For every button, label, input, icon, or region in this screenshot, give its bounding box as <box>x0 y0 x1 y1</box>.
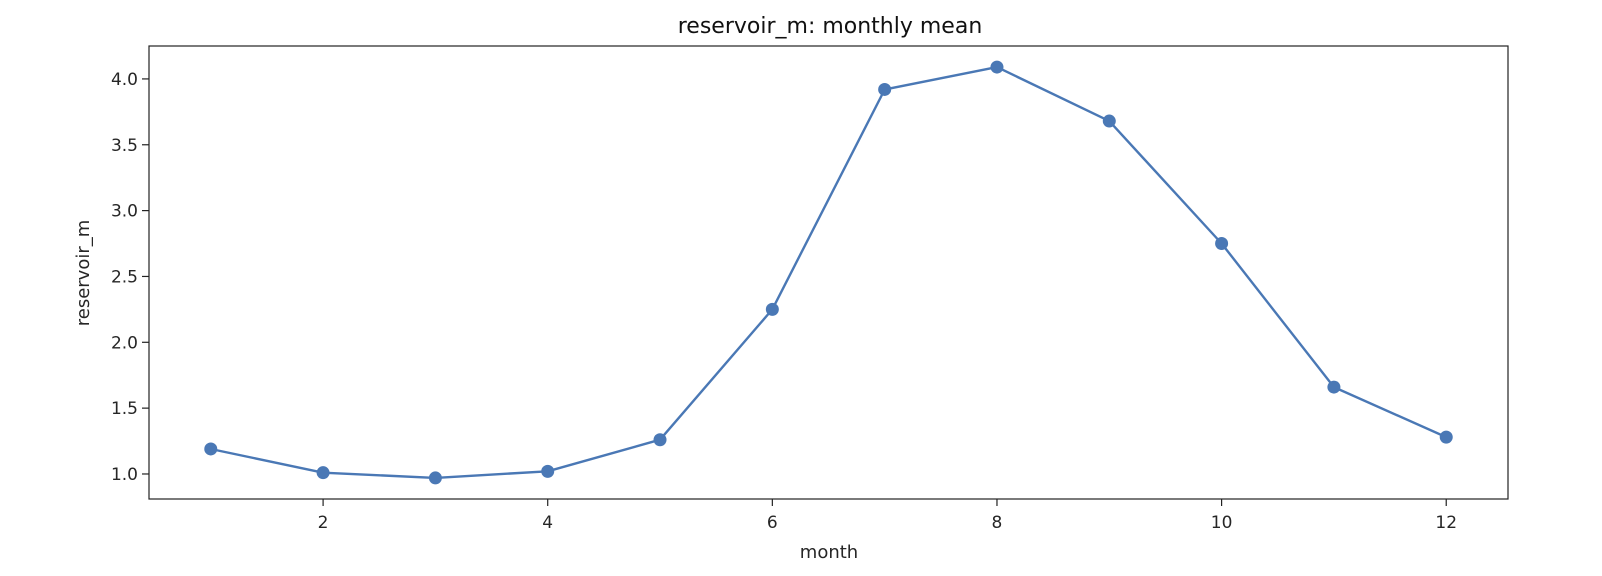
y-axis: 1.0 1.5 2.0 2.5 3.0 3.5 4.0 <box>111 70 149 485</box>
data-point <box>541 464 555 478</box>
y-tick-label: 3.0 <box>111 202 138 222</box>
data-point <box>990 60 1004 74</box>
y-tick-label: 3.5 <box>111 136 138 156</box>
y-tick-label: 2.0 <box>111 333 138 353</box>
y-axis-label: reservoir_m <box>73 220 94 327</box>
data-point <box>316 466 330 480</box>
data-point <box>1102 114 1116 128</box>
x-tick-label: 6 <box>767 513 778 533</box>
series-layer <box>204 60 1453 485</box>
x-tick-label: 10 <box>1211 513 1233 533</box>
series-line <box>210 65 1447 480</box>
y-tick-label: 4.0 <box>111 70 138 90</box>
y-tick-label: 2.5 <box>111 267 138 287</box>
x-tick-label: 4 <box>542 513 553 533</box>
data-point <box>1439 430 1453 444</box>
chart-title: reservoir_m: monthly mean <box>678 14 983 39</box>
x-tick-label: 8 <box>992 513 1003 533</box>
data-point <box>1215 237 1229 251</box>
y-tick-label: 1.5 <box>111 399 138 419</box>
x-tick-label: 12 <box>1435 513 1457 533</box>
x-tick-label: 2 <box>318 513 329 533</box>
data-point <box>765 302 779 316</box>
data-point <box>653 433 667 447</box>
data-point <box>428 471 442 485</box>
data-point <box>1327 380 1341 394</box>
x-axis: 2 4 6 8 10 12 <box>318 499 1457 533</box>
plot-area-frame <box>148 45 1509 500</box>
x-axis-label: month <box>800 542 858 563</box>
data-point <box>878 82 892 96</box>
y-tick-label: 1.0 <box>111 465 138 485</box>
data-point <box>204 442 218 456</box>
